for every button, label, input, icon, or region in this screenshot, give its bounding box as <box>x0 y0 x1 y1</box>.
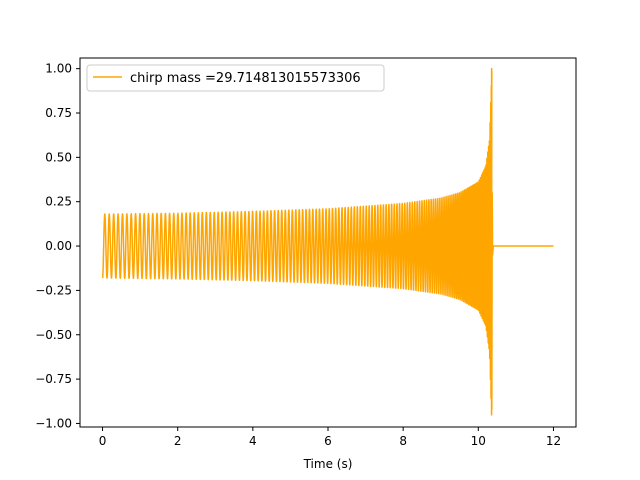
x-tick-label: 8 <box>399 434 407 448</box>
x-tick-label: 6 <box>324 434 332 448</box>
y-tick-label: 0.50 <box>45 150 72 164</box>
x-axis: 0 2 4 6 8 10 12 <box>99 427 561 448</box>
y-tick-label: −1.00 <box>35 416 72 430</box>
legend-box <box>86 64 385 92</box>
x-tick-label: 2 <box>174 434 182 448</box>
y-tick-label: 0.25 <box>45 195 72 209</box>
plot-area <box>101 67 554 416</box>
legend: chirp mass =29.714813015573306 <box>86 64 385 92</box>
x-axis-label: Time (s) <box>303 457 353 471</box>
y-tick-label: 0.00 <box>45 239 72 253</box>
y-tick-label: −0.25 <box>35 283 72 297</box>
x-tick-label: 10 <box>471 434 486 448</box>
legend-entry-label: chirp mass =29.714813015573306 <box>130 71 361 86</box>
y-tick-label: 0.75 <box>45 106 72 120</box>
x-tick-label: 0 <box>99 434 107 448</box>
y-tick-label: −0.75 <box>35 372 72 386</box>
series-line-chirp <box>101 67 554 416</box>
series-group <box>101 67 554 416</box>
y-tick-label: −0.50 <box>35 328 72 342</box>
x-tick-label: 4 <box>249 434 257 448</box>
x-tick-label: 12 <box>546 434 561 448</box>
y-tick-label: 1.00 <box>45 62 72 76</box>
y-axis: −1.00 −0.75 −0.50 −0.25 0.00 0.25 0.50 0.75 1.00 <box>35 62 80 430</box>
